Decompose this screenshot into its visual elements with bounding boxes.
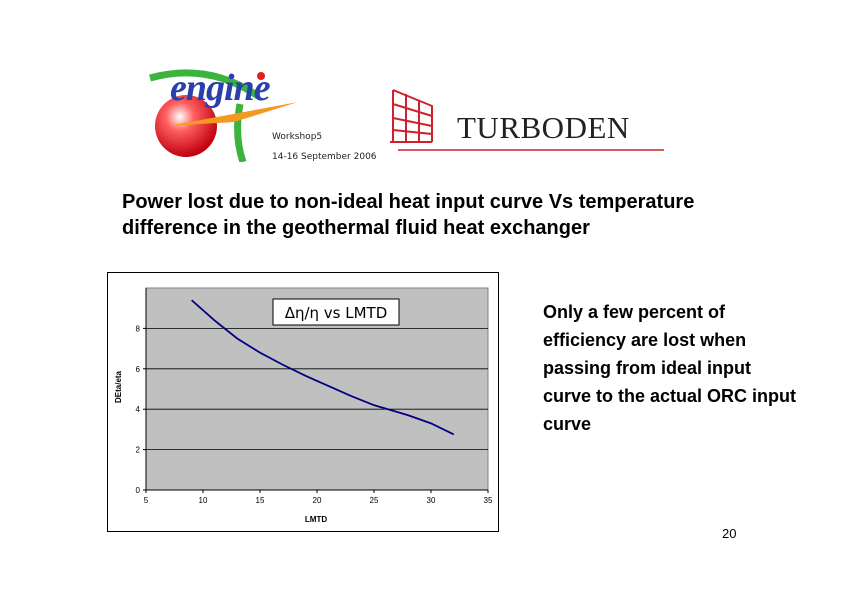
engine-logo-icon xyxy=(149,69,298,162)
turboden-logo-icon xyxy=(390,89,664,151)
x-tick-label: 15 xyxy=(256,496,265,505)
x-tick-label: 5 xyxy=(144,496,149,505)
side-note: Only a few percent of efficiency are los… xyxy=(543,302,797,434)
x-axis-label: LMTD xyxy=(305,515,327,524)
y-tick-label: 8 xyxy=(136,324,141,333)
workshop-name: Workshop5 xyxy=(272,132,323,142)
x-tick-label: 25 xyxy=(370,496,379,505)
legend-box xyxy=(272,298,400,326)
x-tick-label: 20 xyxy=(313,496,322,505)
slide-title: Power lost due to non-ideal heat input c… xyxy=(122,191,695,239)
series-line xyxy=(191,299,455,436)
workshop-dates: 14-16 September 2006 xyxy=(272,152,377,162)
workshop-info: Workshop5 14-16 September 2006 xyxy=(272,127,377,167)
y-axis-label: DEta/eta xyxy=(114,370,123,403)
turboden-logo-word: TURBODEN xyxy=(457,110,630,145)
legend-box-text: Δη/η vs LMTD xyxy=(285,304,388,322)
y-tick-label: 4 xyxy=(136,405,141,414)
engine-logo-word: engine xyxy=(170,67,271,109)
x-tick-label: 10 xyxy=(199,496,208,505)
x-tick-label: 30 xyxy=(427,496,436,505)
page-number: 20 xyxy=(722,526,737,541)
y-tick-label: 2 xyxy=(136,446,141,455)
x-tick-label: 35 xyxy=(484,496,493,505)
y-tick-label: 6 xyxy=(136,365,141,374)
y-tick-label: 0 xyxy=(136,486,141,495)
efficiency-loss-chart: 0 2 4 6 8 5 10 15 20 25 30 35 Δη/η vs LMTD LMTD DEt… xyxy=(114,287,493,524)
